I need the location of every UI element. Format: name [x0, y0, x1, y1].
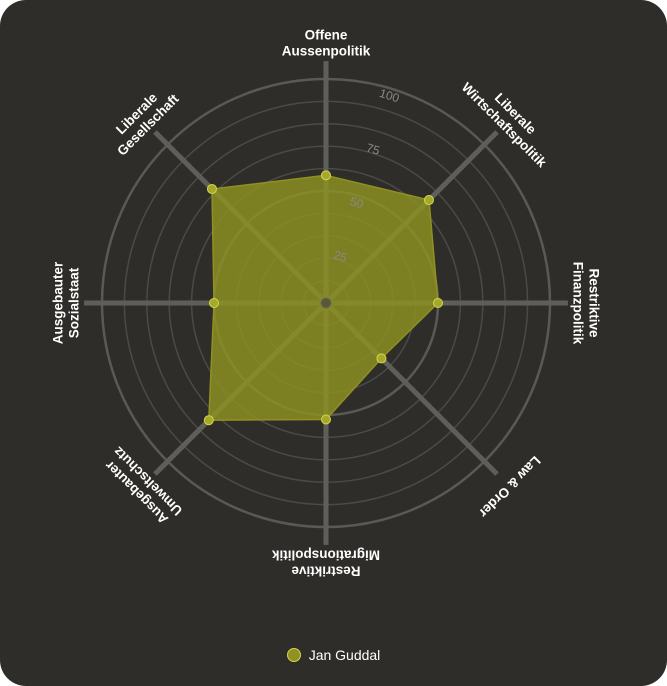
- data-point: [433, 298, 443, 308]
- tick-label: 25: [332, 248, 349, 265]
- axis-label-line: Offene: [305, 28, 348, 43]
- legend-label[interactable]: Jan Guddal: [308, 647, 381, 663]
- tick-label: 75: [365, 141, 382, 158]
- legend-swatch[interactable]: [286, 648, 301, 662]
- series-points: [203, 170, 443, 426]
- data-point: [321, 170, 331, 181]
- axis-label-line: Aussenpolitik: [282, 44, 371, 59]
- axis-label-line: Restriktive: [586, 268, 601, 338]
- axis-label-line: Restriktive: [291, 563, 361, 578]
- tick-labels: 25 50 75 100: [332, 86, 401, 265]
- axis-label-line: Migrationspolitik: [272, 547, 380, 562]
- center-point: [320, 297, 332, 309]
- data-point: [376, 353, 387, 364]
- axis-label-line: Finanzpolitik: [570, 262, 585, 345]
- data-point: [423, 195, 434, 206]
- tick-label: 100: [378, 86, 402, 105]
- data-point: [203, 415, 214, 426]
- data-point: [206, 183, 217, 194]
- data-point: [209, 298, 219, 308]
- axis-label-line: Ausgebauter: [51, 261, 66, 344]
- data-point: [321, 414, 331, 425]
- axis-label: Ausgebauter Sozialstaat: [51, 261, 82, 344]
- legend: Jan Guddal: [0, 644, 667, 666]
- axis-label-line: Sozialstaat: [67, 267, 82, 338]
- tick-label: 50: [348, 194, 365, 211]
